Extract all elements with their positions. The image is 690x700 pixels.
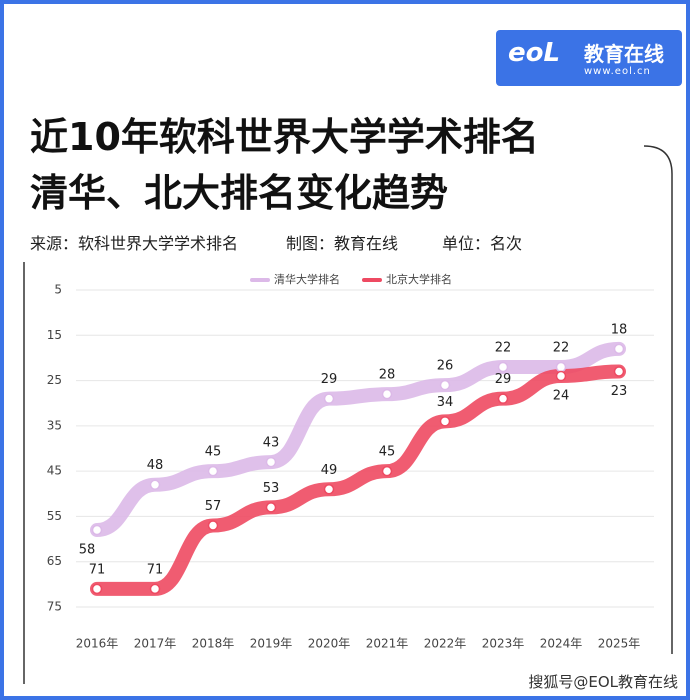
data-label: 34 <box>437 395 454 410</box>
data-label: 57 <box>205 499 222 514</box>
x-tick-label: 2017年 <box>134 637 177 651</box>
chart: 5 15 25 35 45 55 65 75 2016年 2017年 2018年 2019年 2020年… <box>23 145 673 684</box>
legend-label: 清华大学排名 <box>274 272 340 286</box>
point <box>149 583 161 595</box>
card-border <box>643 145 673 654</box>
data-label: 45 <box>205 445 222 460</box>
y-tick-label: 5 <box>54 283 62 297</box>
series-line <box>90 364 626 596</box>
y-tick-label: 75 <box>47 600 62 614</box>
point <box>265 502 277 513</box>
data-label: 29 <box>321 372 338 387</box>
data-label: 22 <box>553 340 570 355</box>
maker: 制图：教育在线 <box>286 234 399 253</box>
logo-name: 教育在线 <box>584 42 664 66</box>
y-tick-label: 35 <box>47 418 62 432</box>
logo-url: www.eol.cn <box>584 66 651 77</box>
data-label: 24 <box>553 389 570 404</box>
point <box>613 366 625 377</box>
source: 来源：软科世界大学学术排名 <box>30 234 239 253</box>
x-tick-label: 2023年 <box>482 637 525 651</box>
data-label: 23 <box>611 384 628 399</box>
y-tick-label: 55 <box>47 509 62 523</box>
point <box>555 370 567 382</box>
data-label: 29 <box>495 372 512 387</box>
y-tick-label: 45 <box>47 464 62 478</box>
point <box>323 393 335 404</box>
point <box>207 465 219 477</box>
logo-mark: eoL <box>508 38 561 68</box>
title: 清华、北大排名变化趋势 <box>30 171 449 215</box>
x-tick-label: 2022年 <box>424 637 467 651</box>
y-tick-label: 25 <box>47 373 62 387</box>
x-tick-label: 2024年 <box>540 637 583 651</box>
point <box>439 379 451 391</box>
data-label: 28 <box>379 368 396 383</box>
data-label: 71 <box>89 562 106 577</box>
logo: eoL 教育在线 www.eol.cn <box>496 30 682 86</box>
point <box>497 361 509 373</box>
point <box>439 416 451 427</box>
point <box>323 484 335 495</box>
point <box>207 520 219 531</box>
y-tick-label: 65 <box>47 554 62 568</box>
point <box>91 583 103 595</box>
data-label: 58 <box>79 543 96 558</box>
legend-label: 北京大学排名 <box>386 272 452 286</box>
x-tick-label: 2019年 <box>250 637 293 651</box>
series-line <box>90 341 626 538</box>
y-tick-label: 15 <box>47 328 62 342</box>
point <box>149 479 161 490</box>
data-label: 53 <box>263 481 280 496</box>
data-label: 43 <box>263 436 280 451</box>
x-tick-label: 2025年 <box>598 637 641 651</box>
point <box>497 393 509 404</box>
point <box>555 361 567 373</box>
unit: 单位：名次 <box>442 234 523 253</box>
data-label: 45 <box>379 445 396 460</box>
data-label: 49 <box>321 463 338 478</box>
x-tick-label: 2020年 <box>308 637 351 651</box>
data-label: 71 <box>147 562 164 577</box>
x-tick-label: 2018年 <box>192 637 235 651</box>
x-tick-label: 2016年 <box>76 637 119 651</box>
title: 近10年软科世界大学学术排名 <box>30 115 539 159</box>
data-label: 22 <box>495 340 512 355</box>
point <box>613 343 625 355</box>
point <box>91 524 103 536</box>
data-label: 26 <box>437 359 454 374</box>
point <box>381 465 393 477</box>
data-label: 48 <box>147 458 164 473</box>
point <box>381 388 393 400</box>
point <box>265 456 277 468</box>
x-tick-label: 2021年 <box>366 637 409 651</box>
data-label: 18 <box>611 322 628 337</box>
footer: 搜狐号@EOL教育在线 <box>528 673 678 691</box>
